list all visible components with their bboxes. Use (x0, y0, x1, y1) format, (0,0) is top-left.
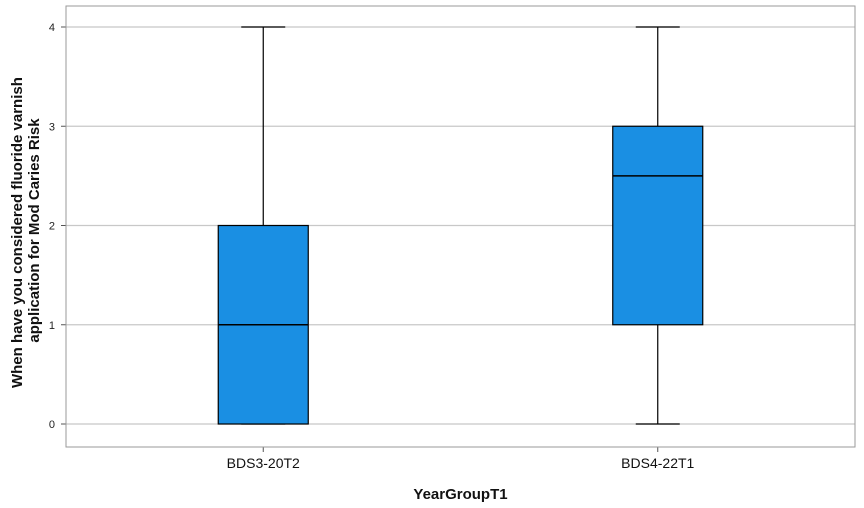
y-tick-label-2: 2 (49, 221, 55, 233)
x-axis-title: YearGroupT1 (413, 486, 507, 503)
y-axis-ticks: 0 1 2 3 4 (49, 22, 66, 431)
grid-lines (66, 26, 855, 425)
y-tick-label-0: 0 (49, 419, 55, 431)
y-axis-title: When have you considered fluoride varnis… (9, 73, 43, 388)
y-tick-label-4: 4 (49, 22, 55, 34)
box-2 (612, 26, 704, 425)
x-tick-label-0: BDS3-20T2 (227, 455, 300, 471)
iqr-box (612, 125, 704, 326)
x-tick-label-1: BDS4-22T1 (621, 455, 694, 471)
plot-frame (65, 5, 856, 448)
boxes (217, 26, 704, 425)
x-axis-ticks: BDS3-20T2 BDS4-22T1 (227, 447, 695, 471)
y-axis-title-line-2: application for Mod Caries Risk (26, 118, 43, 343)
box-1 (217, 26, 309, 425)
y-tick-label-1: 1 (49, 320, 55, 332)
y-tick-label-3: 3 (49, 121, 55, 133)
y-axis-title-line-1: When have you considered fluoride varnis… (9, 77, 26, 388)
